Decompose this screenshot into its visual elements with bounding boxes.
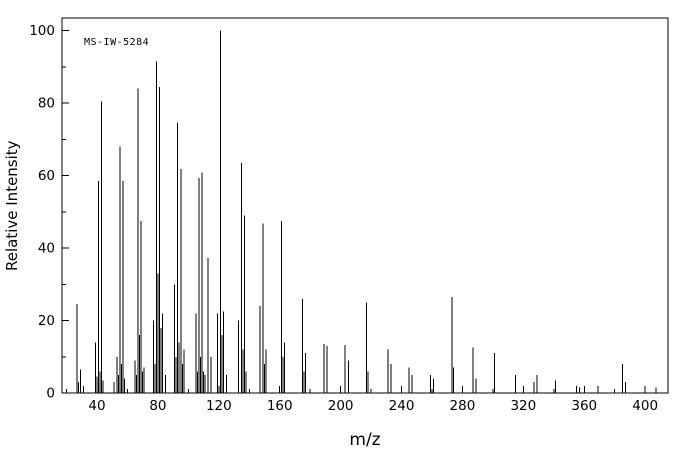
y-axis-label: Relative Intensity	[3, 140, 21, 271]
x-tick-label: 360	[571, 398, 597, 414]
x-tick-label: 80	[149, 398, 166, 414]
spectrum-id-annotation: MS-IW-5284	[84, 37, 150, 48]
y-tick-label: 100	[29, 23, 55, 39]
plot-frame	[61, 17, 669, 394]
y-tick-label: 40	[38, 241, 55, 257]
y-tick-label: 20	[38, 313, 55, 329]
x-tick-label: 280	[450, 398, 476, 414]
y-tick-label: 60	[38, 168, 55, 184]
y-tick-label: 0	[46, 386, 55, 402]
x-tick-label: 160	[267, 398, 293, 414]
x-tick-label: 200	[328, 398, 354, 414]
y-tick-label: 80	[38, 96, 55, 112]
x-tick-label: 40	[88, 398, 105, 414]
x-tick-label: 400	[632, 398, 658, 414]
x-axis-label: m/z	[349, 430, 381, 450]
x-tick-label: 320	[510, 398, 536, 414]
x-tick-label: 240	[389, 398, 415, 414]
x-tick-label: 120	[206, 398, 232, 414]
